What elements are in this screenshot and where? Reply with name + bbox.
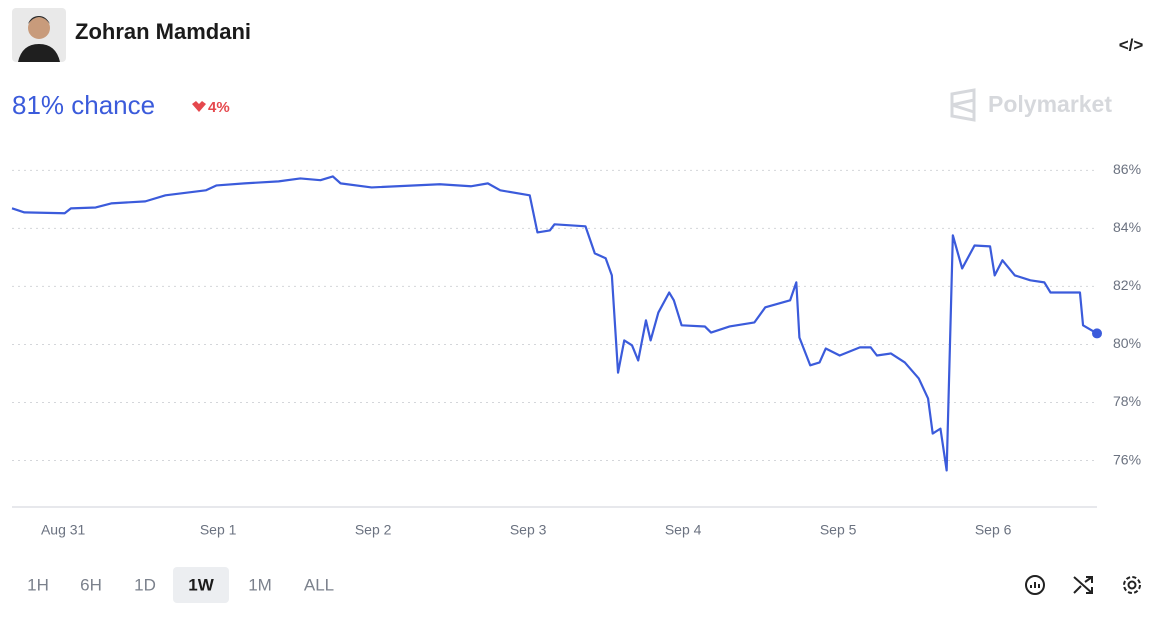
range-button[interactable]: 1D (134, 575, 156, 594)
market-title: Zohran Mamdani (75, 19, 251, 44)
brand: Polymarket (988, 91, 1112, 117)
embed-button[interactable]: </> (1119, 35, 1144, 54)
chart-tools (1025, 575, 1141, 595)
active-highlight (173, 567, 229, 603)
range-label: 1W (188, 575, 214, 594)
x-tick-label: Sep 6 (975, 522, 1012, 538)
range-button[interactable]: 1M (248, 575, 272, 594)
y-tick-label: 78% (1113, 393, 1141, 409)
y-tick-label: 76% (1113, 451, 1141, 467)
price-line (11, 175, 1098, 472)
shuffle-button[interactable] (1073, 576, 1093, 594)
y-tick-label: 80% (1113, 335, 1141, 351)
range-label: ALL (304, 575, 334, 594)
range-label: 1M (248, 575, 272, 594)
x-tick-label: Sep 3 (510, 522, 547, 538)
range-label: 6H (80, 575, 102, 594)
avatar (12, 8, 66, 62)
history-button[interactable] (1025, 575, 1045, 595)
range-button[interactable]: 1H (27, 575, 49, 594)
range-label: 1H (27, 575, 49, 594)
y-tick-label: 86% (1113, 161, 1141, 177)
y-tick-label: 84% (1113, 219, 1141, 235)
y-tick-label: 82% (1113, 277, 1141, 293)
x-tick-label: Aug 31 (41, 522, 86, 538)
range-controls: 1H 6H 1D 1W 1M ALL (27, 567, 334, 603)
x-tick-label: Sep 4 (665, 522, 702, 538)
plot: 76% 78% 80% 82% 84% 86% Aug 31 Sep 1 Sep 2 Sep 3 S… (11, 161, 1141, 538)
range-button[interactable]: ALL (304, 575, 334, 594)
svg-text:</>: </> (1119, 35, 1144, 54)
range-button[interactable]: 6H (80, 575, 102, 594)
chance: 81% chance (12, 90, 155, 120)
down-icon (192, 101, 206, 112)
x-tick-label: Sep 5 (820, 522, 857, 538)
x-tick-label: Sep 1 (200, 522, 237, 538)
settings-button[interactable] (1123, 576, 1141, 594)
change: 4% (208, 99, 230, 116)
range-label: 1D (134, 575, 156, 594)
range-button[interactable]: 1W (173, 567, 229, 603)
brand-logo (950, 88, 976, 122)
x-tick-label: Sep 2 (355, 522, 392, 538)
last-point (1092, 328, 1102, 339)
